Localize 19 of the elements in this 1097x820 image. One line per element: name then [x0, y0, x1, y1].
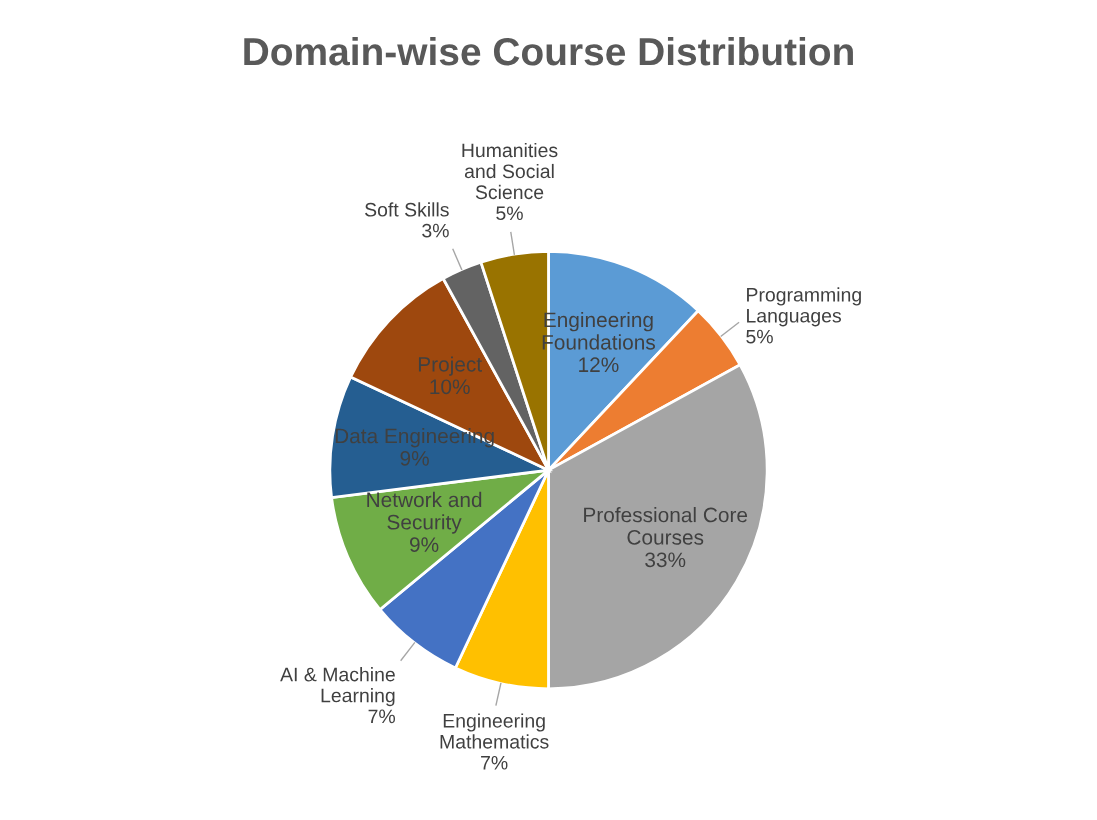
- data-label: 9%: [400, 450, 429, 466]
- data-label: 3%: [422, 223, 449, 238]
- data-label: 9%: [410, 537, 439, 553]
- data-label: 7%: [481, 755, 508, 770]
- chart-title: Domain-wise Course Distribution: [244, 36, 853, 66]
- slice-label: AI & Machine Learning: [280, 667, 395, 707]
- data-label: 12%: [579, 357, 619, 373]
- data-label: 5%: [746, 329, 773, 344]
- data-label: 5%: [496, 206, 523, 221]
- slice-label: Network and Security: [367, 491, 482, 534]
- data-label: 10%: [430, 379, 470, 395]
- slice-label: Professional Core Courses: [584, 507, 748, 545]
- slice-label: Soft Skills: [365, 202, 449, 217]
- data-label: 33%: [645, 552, 686, 568]
- slice-label: Engineering Mathematics: [440, 713, 549, 749]
- slice-label: Humanities and Social Science: [462, 142, 558, 200]
- slice-label: Project: [418, 356, 482, 376]
- slice-label: Programming Languages: [747, 287, 861, 327]
- data-label: 7%: [368, 709, 396, 724]
